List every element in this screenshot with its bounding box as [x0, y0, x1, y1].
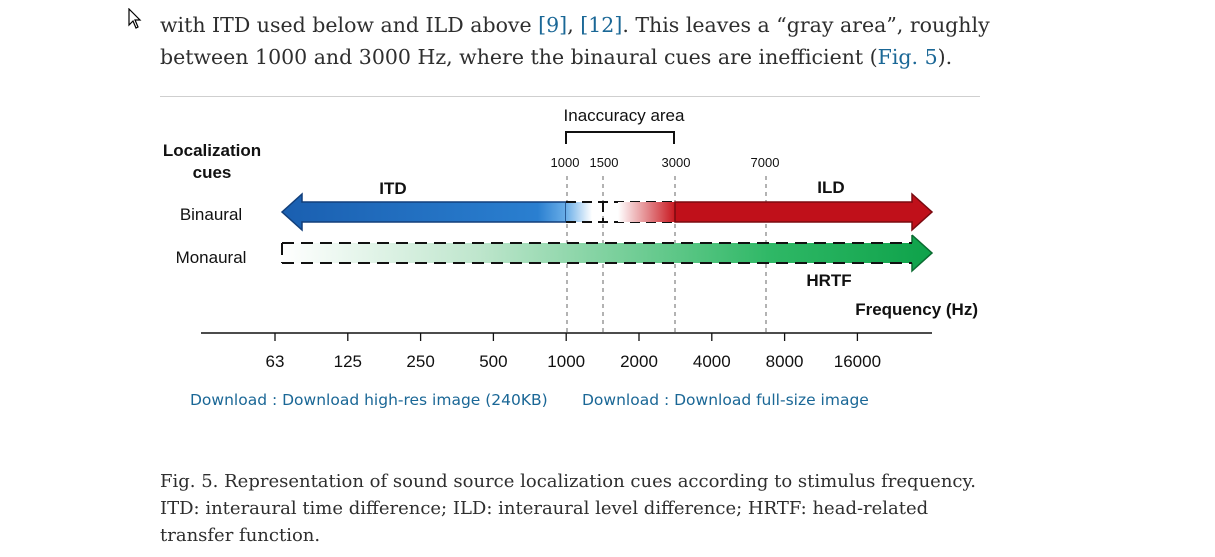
reference-link-12[interactable]: [12]	[580, 13, 623, 37]
axis-title: Frequency (Hz)	[855, 300, 978, 319]
hrtf-arrow-head-outline	[911, 234, 934, 273]
paragraph-separator: ,	[567, 13, 581, 37]
ild-arrow	[674, 192, 934, 232]
axis-tick-label: 2000	[620, 352, 658, 371]
inaccuracy-bracket	[565, 131, 675, 144]
paragraph-text: ).	[937, 45, 953, 69]
paragraph-line-1: with ITD used below and ILD above [9], […	[160, 9, 990, 41]
monaural-dashed-outline	[281, 242, 912, 264]
paragraph-line-2: between 1000 and 3000 Hz, where the bina…	[160, 41, 990, 73]
ild-label: ILD	[817, 178, 844, 197]
download-fullsize-link[interactable]: Download : Download full-size image	[582, 391, 869, 409]
figure-5-link[interactable]: Fig. 5	[877, 45, 938, 69]
marker-label-7000: 7000	[751, 155, 780, 170]
paragraph-text: . This leaves a “gray area”, roughly	[622, 13, 990, 37]
download-highres-link[interactable]: Download : Download high-res image (240K…	[190, 391, 548, 409]
localization-cues-label-line2: cues	[193, 163, 232, 182]
itd-label: ITD	[379, 179, 406, 198]
inaccuracy-area-label: Inaccuracy area	[564, 106, 685, 125]
figure-divider	[160, 96, 980, 97]
reference-link-9[interactable]: [9]	[538, 13, 568, 37]
axis-tick-label: 250	[406, 352, 434, 371]
ild-fade	[618, 202, 676, 222]
hrtf-arrow	[282, 235, 932, 271]
axis-tick-label: 63	[266, 352, 285, 371]
paragraph-text: with ITD used below and ILD above	[160, 13, 539, 37]
axis-tick-label: 125	[334, 352, 362, 371]
axis-tick-label: 16000	[834, 352, 881, 371]
hrtf-label: HRTF	[806, 271, 851, 290]
article-paragraph: with ITD used below and ILD above [9], […	[160, 9, 990, 73]
monaural-label: Monaural	[176, 248, 247, 267]
axis-tick-label: 1000	[547, 352, 585, 371]
mouse-pointer-icon	[128, 8, 142, 29]
binaural-label: Binaural	[180, 205, 242, 224]
marker-label-3000: 3000	[662, 155, 691, 170]
figure-caption: Fig. 5. Representation of sound source l…	[160, 471, 976, 546]
localization-cues-label-line1: Localization	[163, 141, 261, 160]
marker-label-1500: 1500	[590, 155, 619, 170]
axis-tick-label: 4000	[693, 352, 731, 371]
itd-arrow	[280, 192, 567, 232]
paragraph-text: between 1000 and 3000 Hz, where the bina…	[160, 45, 878, 69]
figure-5-image[interactable]: Inaccuracy area Localization cues 1000 1…	[140, 100, 1000, 372]
marker-label-1000: 1000	[551, 155, 580, 170]
axis-tick-label: 500	[479, 352, 507, 371]
itd-fade	[566, 202, 592, 222]
axis-ticks: 63 125 250 500 1000 2000 4000 8000 16000	[266, 333, 881, 371]
axis-tick-label: 8000	[766, 352, 804, 371]
